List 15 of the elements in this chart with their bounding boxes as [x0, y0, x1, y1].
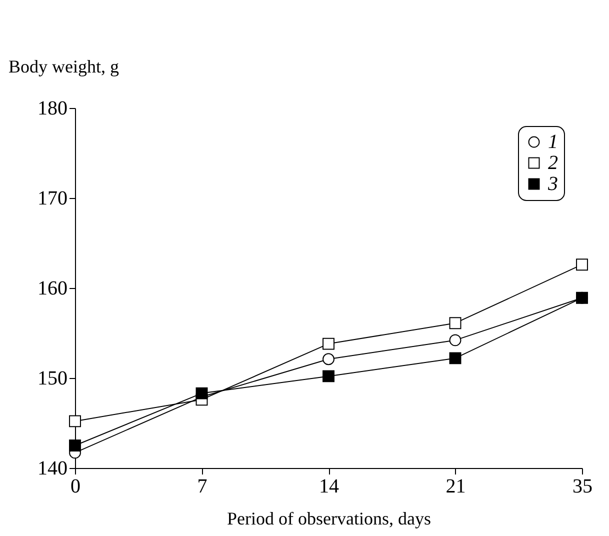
- x-tick-label: 14: [319, 476, 339, 498]
- y-tick-label: 140: [38, 458, 68, 480]
- legend-label: 3: [547, 173, 558, 195]
- y-tick-label: 150: [38, 368, 68, 390]
- y-tick-label: 170: [38, 188, 68, 210]
- y-tick-label: 180: [38, 98, 68, 120]
- x-tick-label: 7: [197, 476, 208, 498]
- legend-label: 1: [548, 131, 558, 153]
- x-tick-label: 0: [70, 476, 80, 498]
- y-tick-label: 160: [38, 278, 68, 300]
- y-axis-title: Body weight, g: [8, 56, 119, 76]
- legend-label: 2: [548, 152, 558, 174]
- x-tick-label: 35: [572, 476, 592, 498]
- x-tick-label: 21: [446, 476, 466, 498]
- x-axis-title: Period of observations, days: [227, 508, 431, 528]
